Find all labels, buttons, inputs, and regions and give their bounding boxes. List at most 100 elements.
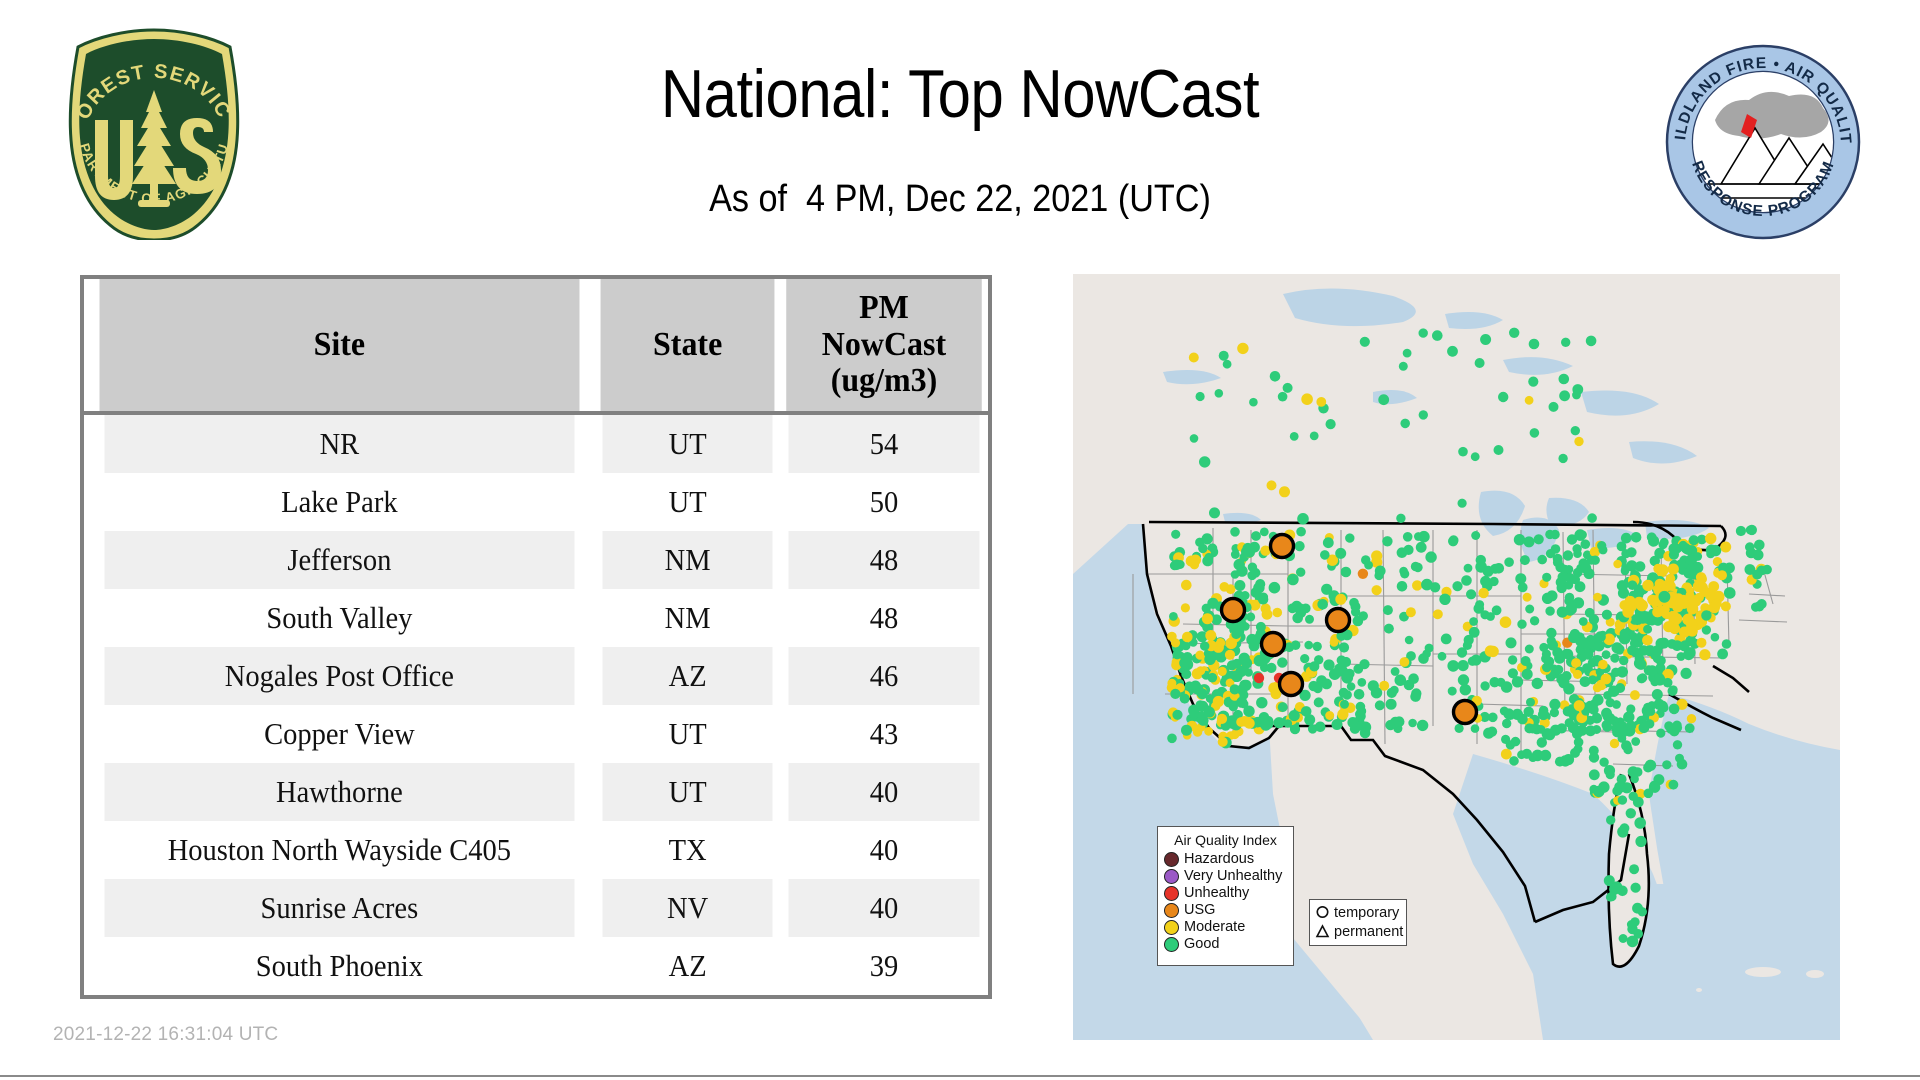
monitor-dot[interactable] <box>1418 653 1429 664</box>
monitor-dot[interactable] <box>1383 623 1394 634</box>
monitor-dot[interactable] <box>1500 748 1512 760</box>
monitor-dot[interactable] <box>1647 595 1659 606</box>
monitor-dot[interactable] <box>1678 540 1688 550</box>
monitor-dot[interactable] <box>1357 678 1367 687</box>
monitor-dot[interactable] <box>1447 660 1459 672</box>
monitor-dot[interactable] <box>1524 395 1534 405</box>
monitor-dot[interactable] <box>1616 580 1628 592</box>
monitor-dot[interactable] <box>1536 737 1547 748</box>
monitor-dot[interactable] <box>1188 352 1199 363</box>
monitor-dot[interactable] <box>1214 389 1224 398</box>
monitor-dot[interactable] <box>1282 382 1293 393</box>
monitor-dot[interactable] <box>1491 605 1502 616</box>
monitor-dot[interactable] <box>1752 549 1764 561</box>
monitor-dot[interactable] <box>1209 507 1220 519</box>
monitor-dot[interactable] <box>1674 598 1685 609</box>
monitor-dot[interactable] <box>1523 706 1534 717</box>
monitor-dot[interactable] <box>1312 641 1322 652</box>
monitor-dot[interactable] <box>1570 574 1581 585</box>
monitor-dot[interactable] <box>1480 334 1492 345</box>
top-site-marker[interactable] <box>1451 698 1479 726</box>
monitor-dot[interactable] <box>1588 752 1600 763</box>
monitor-dot[interactable] <box>1515 573 1527 585</box>
monitor-dot[interactable] <box>1525 604 1535 614</box>
monitor-dot[interactable] <box>1619 655 1629 666</box>
monitor-dot[interactable] <box>1201 613 1213 625</box>
monitor-dot[interactable] <box>1390 667 1400 676</box>
monitor-dot[interactable] <box>1505 740 1516 750</box>
monitor-dot[interactable] <box>1284 642 1295 653</box>
monitor-dot[interactable] <box>1705 590 1716 601</box>
monitor-dot[interactable] <box>1242 542 1254 554</box>
monitor-dot[interactable] <box>1582 663 1591 672</box>
monitor-dot[interactable] <box>1488 712 1498 723</box>
monitor-dot[interactable] <box>1686 714 1697 724</box>
top-site-marker[interactable] <box>1259 630 1287 658</box>
monitor-dot[interactable] <box>1239 699 1249 709</box>
monitor-dot[interactable] <box>1577 530 1587 540</box>
monitor-dot[interactable] <box>1224 649 1236 660</box>
monitor-dot[interactable] <box>1296 526 1306 537</box>
monitor-dot[interactable] <box>1746 524 1757 536</box>
monitor-dot[interactable] <box>1524 644 1534 654</box>
monitor-dot[interactable] <box>1277 391 1288 402</box>
monitor-dot[interactable] <box>1668 549 1679 560</box>
monitor-dot[interactable] <box>1458 446 1468 457</box>
monitor-dot[interactable] <box>1459 684 1471 696</box>
monitor-dot[interactable] <box>1316 397 1327 407</box>
monitor-dot[interactable] <box>1633 596 1645 608</box>
monitor-dot[interactable] <box>1621 740 1632 751</box>
monitor-dot[interactable] <box>1207 672 1218 683</box>
monitor-dot[interactable] <box>1642 579 1654 592</box>
monitor-dot[interactable] <box>1196 631 1208 643</box>
monitor-dot[interactable] <box>1619 823 1630 834</box>
monitor-dot[interactable] <box>1359 727 1371 739</box>
monitor-dot[interactable] <box>1593 592 1602 602</box>
monitor-dot[interactable] <box>1723 587 1736 599</box>
monitor-dot[interactable] <box>1696 637 1707 648</box>
monitor-dot[interactable] <box>1336 630 1347 641</box>
monitor-dot[interactable] <box>1648 781 1661 793</box>
table-row[interactable]: Houston North Wayside C405 TX 40 <box>84 821 988 879</box>
monitor-dot[interactable] <box>1291 600 1303 613</box>
monitor-dot[interactable] <box>1195 537 1205 547</box>
monitor-dot[interactable] <box>1454 723 1464 733</box>
monitor-dot[interactable] <box>1662 760 1672 770</box>
monitor-dot[interactable] <box>1529 616 1540 626</box>
monitor-dot[interactable] <box>1230 527 1240 537</box>
monitor-dot[interactable] <box>1203 706 1215 718</box>
monitor-dot[interactable] <box>1507 655 1518 665</box>
monitor-dot[interactable] <box>1549 708 1559 718</box>
monitor-dot[interactable] <box>1662 677 1673 688</box>
monitor-dot[interactable] <box>1717 570 1727 581</box>
monitor-dot[interactable] <box>1754 539 1765 551</box>
monitor-dot[interactable] <box>1626 547 1637 558</box>
top-site-marker[interactable] <box>1268 532 1296 560</box>
monitor-dot[interactable] <box>1171 559 1182 571</box>
table-row[interactable]: Hawthorne UT 40 <box>84 763 988 821</box>
monitor-dot[interactable] <box>1505 709 1516 720</box>
monitor-dot[interactable] <box>1313 697 1324 708</box>
monitor-dot[interactable] <box>1307 724 1318 734</box>
monitor-dot[interactable] <box>1212 695 1224 708</box>
monitor-dot[interactable] <box>1668 703 1680 715</box>
monitor-dot[interactable] <box>1237 619 1247 630</box>
monitor-dot[interactable] <box>1237 342 1249 355</box>
monitor-dot[interactable] <box>1580 539 1591 549</box>
monitor-dot[interactable] <box>1629 864 1640 875</box>
monitor-dot[interactable] <box>1461 575 1472 586</box>
monitor-dot[interactable] <box>1566 534 1578 545</box>
monitor-dot[interactable] <box>1632 767 1643 777</box>
monitor-dot[interactable] <box>1172 709 1183 720</box>
monitor-dot[interactable] <box>1478 587 1489 599</box>
monitor-dot[interactable] <box>1304 714 1316 726</box>
monitor-dot[interactable] <box>1288 710 1300 722</box>
monitor-dot[interactable] <box>1631 737 1641 746</box>
monitor-dot[interactable] <box>1571 658 1582 669</box>
monitor-dot[interactable] <box>1717 648 1728 660</box>
monitor-dot[interactable] <box>1608 685 1620 697</box>
monitor-dot[interactable] <box>1561 337 1571 347</box>
monitor-dot[interactable] <box>1671 722 1683 733</box>
monitor-dot[interactable] <box>1466 589 1477 600</box>
monitor-dot[interactable] <box>1249 599 1261 611</box>
